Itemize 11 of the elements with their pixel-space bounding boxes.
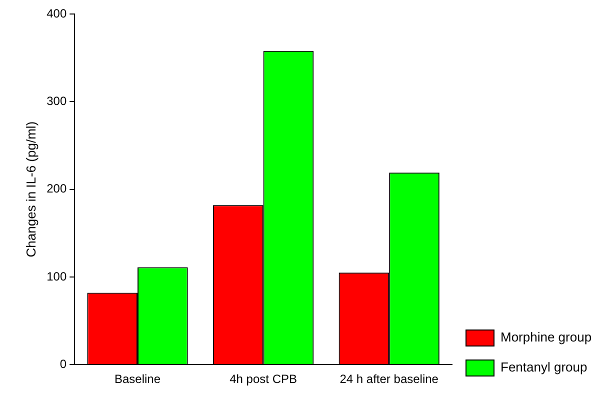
y-axis-title: Changes in IL-6 (pg/ml)	[23, 121, 38, 258]
y-tick-label: 0	[60, 356, 67, 371]
legend-label: Fentanyl group	[500, 360, 588, 375]
y-tick-label: 200	[46, 182, 67, 196]
legend-label: Morphine group	[500, 330, 592, 345]
x-tick-label: Baseline	[114, 372, 161, 386]
y-tick-label: 300	[46, 94, 67, 108]
y-tick-label: 400	[46, 6, 67, 20]
y-tick-label: 100	[46, 269, 67, 284]
x-tick-label: 24 h after baseline	[340, 372, 439, 386]
x-tick-label: 4h post CPB	[230, 372, 297, 386]
